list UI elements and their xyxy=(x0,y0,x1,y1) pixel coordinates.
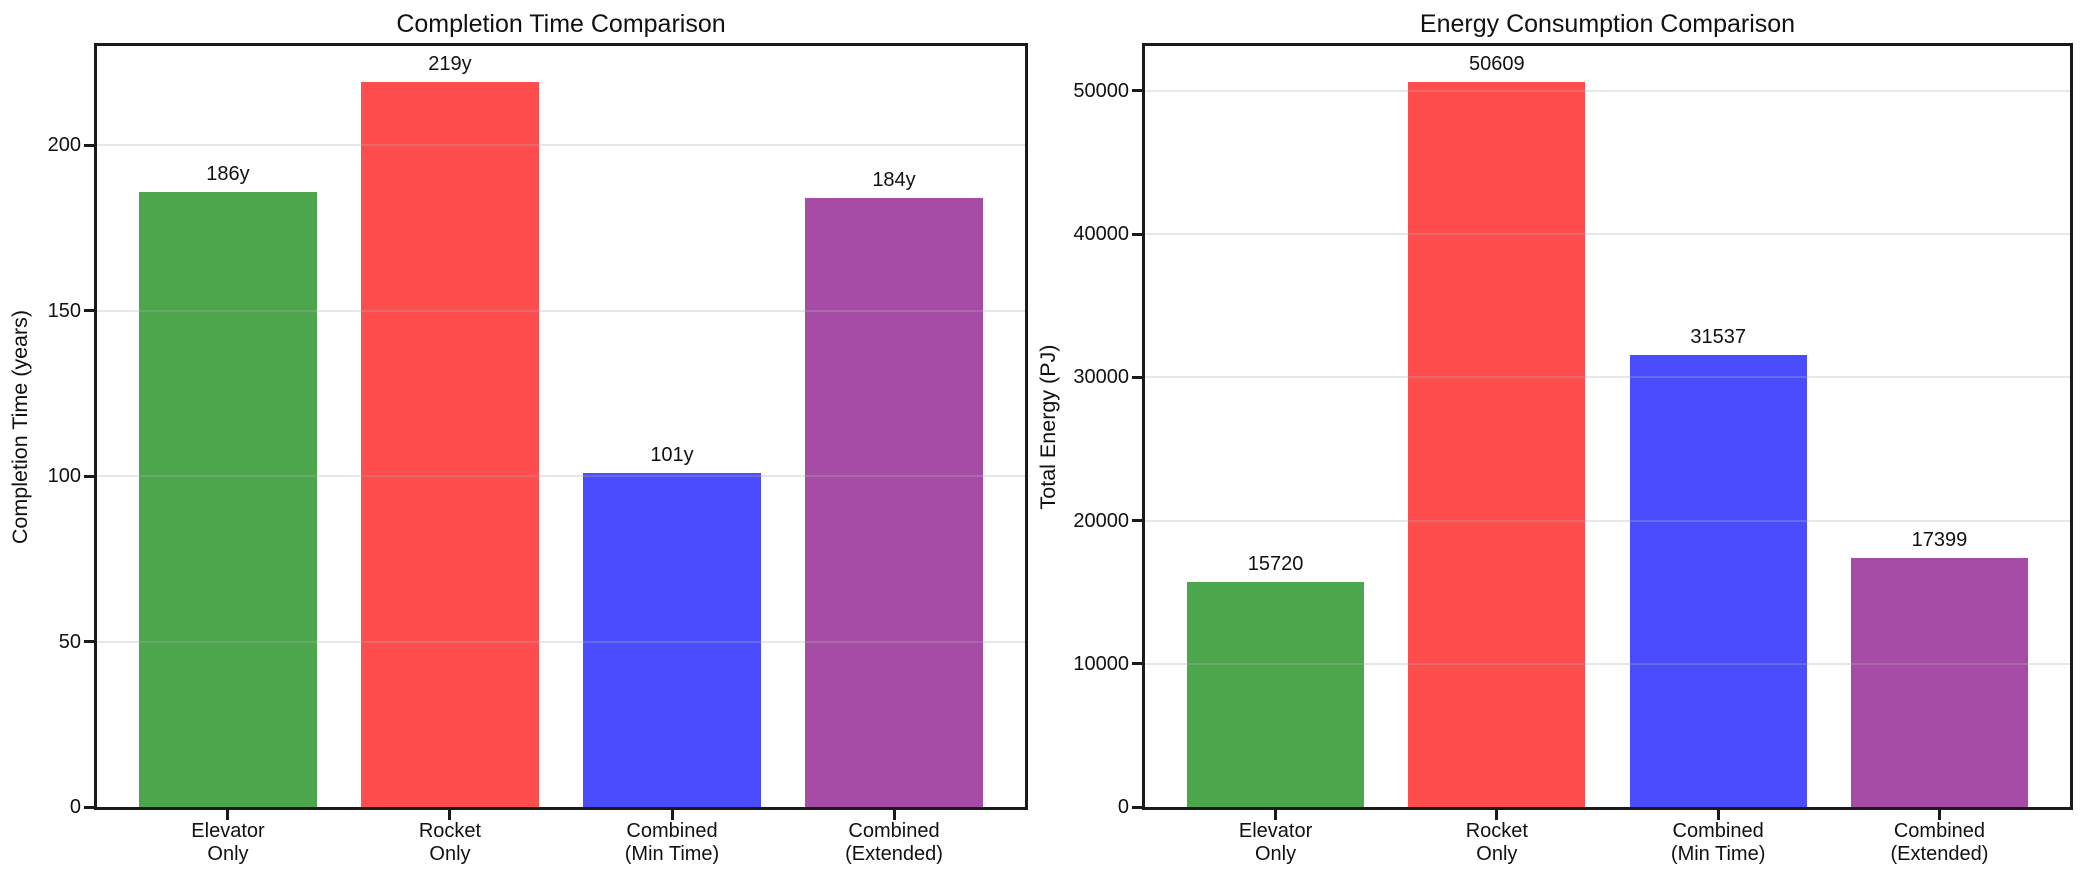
y-tick-label: 0 xyxy=(69,796,81,818)
grid-line xyxy=(97,309,1025,312)
y-tick xyxy=(84,640,94,644)
x-tick xyxy=(226,810,230,820)
x-tick xyxy=(448,810,452,820)
y-tick xyxy=(84,474,94,478)
y-tick xyxy=(1132,375,1142,379)
y-tick-label: 30000 xyxy=(1073,366,1129,389)
x-tick-label: Rocket Only xyxy=(1465,820,1528,865)
y-tick xyxy=(1132,519,1142,523)
bar xyxy=(1187,581,1365,807)
y-tick xyxy=(1132,89,1142,93)
bar-value-label: 50609 xyxy=(1469,53,1525,76)
x-tick-label: Combined (Min Time) xyxy=(1670,820,1766,865)
y-tick xyxy=(84,805,94,809)
x-tick-label: Combined (Extended) xyxy=(845,820,943,865)
grid-line xyxy=(97,144,1025,147)
bar xyxy=(139,191,317,807)
bar xyxy=(583,472,761,807)
x-tick xyxy=(892,810,896,820)
y-tick-label: 40000 xyxy=(1073,223,1129,246)
bar-value-label: 186y xyxy=(206,162,250,185)
y-tick-label: 50 xyxy=(58,630,81,653)
bar-value-label: 17399 xyxy=(1911,528,1968,551)
bar xyxy=(361,82,539,807)
x-tick xyxy=(670,810,674,820)
x-tick-label: Combined (Extended) xyxy=(1890,820,1989,865)
bar-value-label: 31537 xyxy=(1690,326,1746,349)
y-tick xyxy=(84,309,94,313)
chart-title: Completion Time Comparison xyxy=(396,10,726,38)
x-tick-label: Combined (Min Time) xyxy=(624,820,720,865)
y-tick xyxy=(1132,662,1142,666)
x-tick-label: Rocket Only xyxy=(418,820,482,865)
y-tick-label: 50000 xyxy=(1073,79,1129,102)
bar-value-label: 219y xyxy=(428,53,472,76)
x-tick xyxy=(1274,810,1278,820)
y-tick-label: 10000 xyxy=(1073,652,1129,675)
bar-value-label: 101y xyxy=(650,443,694,466)
bar xyxy=(1850,557,2028,807)
chart-title: Energy Consumption Comparison xyxy=(1419,10,1796,38)
plot-area: 15720 50609 31537 17399 xyxy=(1142,43,2073,810)
bar-value-label: 184y xyxy=(872,169,916,192)
grid-line xyxy=(97,640,1025,643)
bar xyxy=(1629,355,1807,807)
x-tick xyxy=(1937,810,1941,820)
grid-line xyxy=(1145,662,2070,665)
grid-line xyxy=(1145,233,2070,236)
x-tick xyxy=(1495,810,1499,820)
y-tick-label: 150 xyxy=(47,299,81,322)
bar xyxy=(805,198,983,807)
x-tick-label: Elevator Only xyxy=(1238,820,1313,865)
y-tick xyxy=(1132,805,1142,809)
y-tick xyxy=(1132,232,1142,236)
y-tick-label: 0 xyxy=(1117,796,1129,818)
bar-value-label: 15720 xyxy=(1247,552,1304,575)
y-tick-label: 100 xyxy=(47,465,81,488)
y-tick xyxy=(84,143,94,147)
grid-line xyxy=(1145,89,2070,92)
y-tick-label: 200 xyxy=(47,134,81,157)
plot-area: 186y 219y 101y 184y xyxy=(94,43,1028,810)
y-tick-label: 20000 xyxy=(1073,509,1129,532)
grid-line xyxy=(97,475,1025,478)
bar xyxy=(1408,82,1586,807)
grid-line xyxy=(1145,376,2070,379)
x-tick xyxy=(1716,810,1720,820)
grid-line xyxy=(1145,519,2070,522)
x-tick-label: Elevator Only xyxy=(191,820,265,865)
